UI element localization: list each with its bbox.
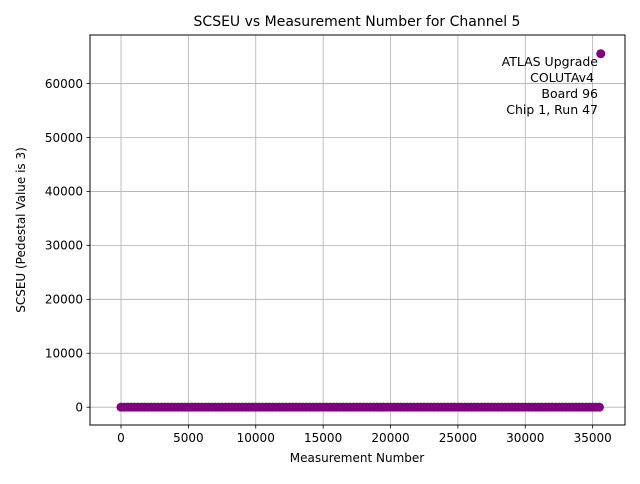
x-tick-label: 25000 (439, 431, 477, 445)
axis-ticks: 0 5000 10000 15000 20000 25000 30000 35000 0 1000… (45, 77, 612, 445)
x-tick-label: 30000 (506, 431, 544, 445)
x-axis-label: Measurement Number (290, 451, 424, 465)
chart-title: SCSEU vs Measurement Number for Channel … (194, 14, 521, 30)
x-tick-label: 15000 (304, 431, 342, 445)
y-tick-label: 20000 (45, 293, 83, 307)
x-tick-label: 5000 (173, 431, 204, 445)
annotation-line-2: COLUTAv4 (530, 70, 594, 85)
run-info-annotation: ATLAS Upgrade COLUTAv4 Board 96 Chip 1, … (502, 54, 599, 117)
y-tick-label: 40000 (45, 185, 83, 199)
plot-area-frame (89, 34, 626, 426)
y-tick-label: 50000 (45, 131, 83, 145)
data-point-outlier (596, 49, 606, 59)
y-tick-label: 30000 (45, 239, 83, 253)
annotation-line-3: Board 96 (541, 86, 598, 101)
y-tick-label: 60000 (45, 77, 83, 91)
y-tick-label: 0 (75, 400, 83, 414)
data-points (116, 49, 606, 412)
data-point (594, 402, 604, 412)
y-axis-label: SCSEU (Pedestal Value is 3) (14, 147, 28, 313)
annotation-line-1: ATLAS Upgrade (502, 54, 599, 69)
x-tick-label: 0 (117, 431, 125, 445)
annotation-line-4: Chip 1, Run 47 (506, 102, 598, 117)
x-tick-label: 20000 (371, 431, 409, 445)
x-tick-label: 35000 (574, 431, 612, 445)
x-tick-label: 10000 (237, 431, 275, 445)
y-tick-label: 10000 (45, 347, 83, 361)
